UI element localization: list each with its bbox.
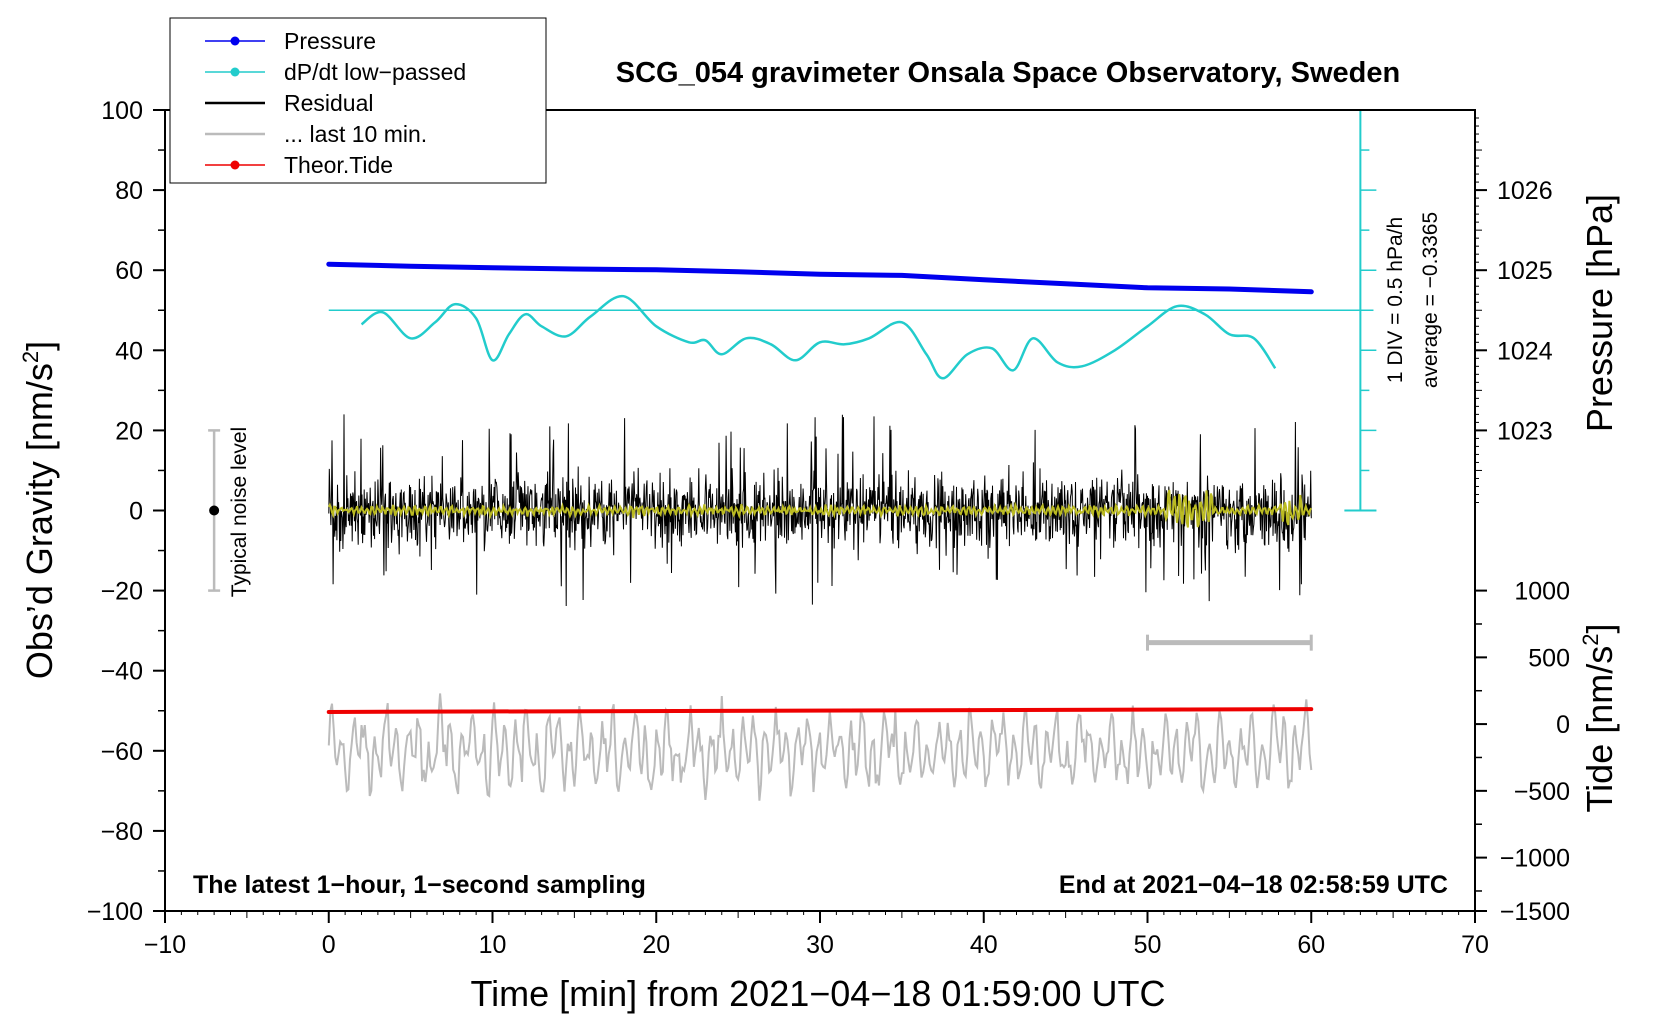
chart-title: SCG_054 gravimeter Onsala Space Observat… — [616, 57, 1400, 89]
y-axis-label-left-end: ] — [19, 341, 60, 351]
dpdt-average-label: average = −0.3365 — [1419, 212, 1442, 388]
legend-label: Pressure — [284, 28, 376, 54]
series-theor-tide-line — [326, 707, 1314, 714]
y-axis-label-tide-text: Tide [nm/s — [1579, 646, 1620, 813]
legend-marker — [230, 36, 240, 46]
legend-label: ... last 10 min. — [284, 121, 427, 147]
y-tick-label: −60 — [101, 738, 143, 766]
y-axis-label-left: Obs’d Gravity [nm/s2] — [18, 341, 60, 679]
legend-label: Theor.Tide — [284, 152, 393, 178]
annotation-bottom-right: End at 2021−04−18 02:58:59 UTC — [1059, 871, 1448, 899]
y-tick-label: −40 — [101, 658, 143, 686]
tide-tick-label: 1000 — [1514, 578, 1570, 606]
x-tick-label: 60 — [1297, 931, 1325, 959]
y-axis-label-left-text: Obs’d Gravity [nm/s — [19, 363, 60, 679]
pressure-tick-label: 1024 — [1497, 337, 1553, 365]
x-tick-label: 0 — [322, 931, 336, 959]
x-tick-label: 10 — [479, 931, 507, 959]
x-tick-label: −10 — [144, 931, 186, 959]
y-axis-label-left-sup: 2 — [18, 351, 43, 363]
pressure-tick-label: 1026 — [1497, 177, 1553, 205]
y-tick-label: −20 — [101, 578, 143, 606]
x-tick-label: 40 — [970, 931, 998, 959]
series-dpdt-line — [360, 294, 1277, 380]
y-axis-label-tide: Tide [nm/s2] — [1578, 624, 1620, 813]
tide-tick-label: 500 — [1528, 644, 1570, 672]
y-axis-label-tide-sup: 2 — [1578, 634, 1603, 646]
noise-bar-center-dot — [209, 505, 220, 516]
y-axis-label-pressure: Pressure [hPa] — [1579, 194, 1620, 432]
plot-frame — [164, 109, 1476, 912]
x-tick-label: 20 — [642, 931, 670, 959]
y-axis-label-tide-end: ] — [1579, 624, 1620, 634]
y-tick-label: −80 — [101, 818, 143, 846]
y-tick-label: −100 — [87, 898, 143, 926]
pressure-tick-label: 1025 — [1497, 257, 1553, 285]
noise-level-label: Typical noise level — [228, 427, 251, 597]
series-pressure-line — [326, 261, 1314, 295]
y-tick-label: 0 — [129, 498, 143, 526]
series-last10-line — [327, 693, 1313, 801]
y-tick-label: 100 — [101, 97, 143, 125]
legend-box — [169, 17, 547, 184]
legend-label: Residual — [284, 90, 374, 116]
legend: Pressure dP/dt low−passed Residual ... last… — [169, 17, 547, 184]
pressure-tick-label: 1023 — [1497, 417, 1553, 445]
tide-tick-label: −1000 — [1500, 845, 1570, 873]
legend-marker — [230, 160, 240, 170]
x-tick-label: 70 — [1461, 931, 1489, 959]
series-residual-line — [328, 414, 1312, 607]
x-tick-label: 50 — [1134, 931, 1162, 959]
legend-label: dP/dt low−passed — [284, 59, 466, 85]
tide-tick-label: 0 — [1556, 711, 1570, 739]
series-residual-smoothed-line — [327, 489, 1313, 528]
tide-tick-label: −1500 — [1500, 898, 1570, 926]
y-tick-label: 80 — [115, 177, 143, 205]
dpdt-div-label: 1 DIV = 0.5 hPa/h — [1384, 217, 1407, 383]
y-tick-label: 40 — [115, 337, 143, 365]
y-tick-label: 20 — [115, 417, 143, 445]
annotation-bottom-left: The latest 1−hour, 1−second sampling — [193, 871, 646, 899]
y-tick-label: 60 — [115, 257, 143, 285]
x-tick-label: 30 — [806, 931, 834, 959]
legend-marker — [230, 67, 240, 77]
tide-tick-label: −500 — [1514, 778, 1570, 806]
x-axis-label: Time [min] from 2021−04−18 01:59:00 UTC — [470, 973, 1165, 1014]
